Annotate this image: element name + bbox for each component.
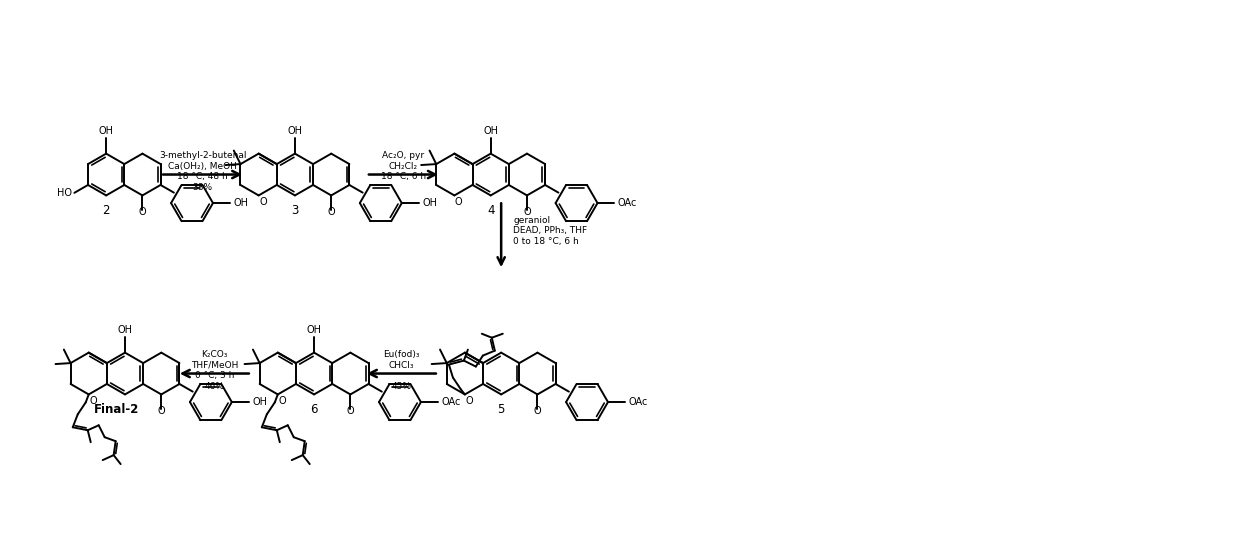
Text: O: O — [259, 197, 267, 207]
Text: HO: HO — [57, 188, 72, 198]
Text: OH: OH — [288, 126, 303, 136]
Text: 18 °C, 6 h: 18 °C, 6 h — [381, 172, 427, 181]
Text: Final-2: Final-2 — [94, 403, 140, 416]
Text: Eu(fod)₃: Eu(fod)₃ — [383, 350, 419, 359]
Text: 38%: 38% — [192, 183, 213, 192]
Text: 45%: 45% — [392, 382, 412, 391]
Text: 3-methyl-2-butenal: 3-methyl-2-butenal — [159, 151, 247, 160]
Text: OH: OH — [306, 325, 321, 335]
Text: OAc: OAc — [618, 198, 637, 208]
Text: OH: OH — [99, 126, 114, 136]
Text: OH: OH — [252, 397, 267, 407]
Text: THF/MeOH: THF/MeOH — [191, 361, 238, 369]
Text: Ac₂O, pyr: Ac₂O, pyr — [382, 151, 424, 160]
Text: O: O — [278, 396, 286, 406]
Text: OAc: OAc — [629, 397, 647, 407]
Text: O: O — [533, 406, 542, 416]
Text: 18 °C, 48 h: 18 °C, 48 h — [177, 172, 228, 181]
Text: 6: 6 — [310, 403, 317, 416]
Text: CH₂Cl₂: CH₂Cl₂ — [389, 162, 418, 170]
Text: O: O — [346, 406, 355, 416]
Text: OAc: OAc — [441, 397, 460, 407]
Text: O: O — [157, 406, 165, 416]
Text: 4: 4 — [487, 204, 495, 217]
Text: CHCl₃: CHCl₃ — [388, 361, 414, 369]
Text: O: O — [327, 207, 335, 217]
Text: K₂CO₃: K₂CO₃ — [201, 350, 227, 359]
Text: DEAD, PPh₃, THF: DEAD, PPh₃, THF — [513, 226, 588, 235]
Text: 46%: 46% — [205, 382, 224, 391]
Text: 0 °C, 3 h: 0 °C, 3 h — [195, 371, 234, 380]
Text: O: O — [139, 207, 146, 217]
Text: O: O — [455, 197, 463, 207]
Text: O: O — [89, 396, 97, 406]
Text: O: O — [465, 396, 472, 406]
Text: OH: OH — [422, 198, 436, 208]
Text: Ca(OH₂), MeOH: Ca(OH₂), MeOH — [169, 162, 237, 170]
Text: O: O — [523, 207, 531, 217]
Text: OH: OH — [118, 325, 133, 335]
Text: 3: 3 — [291, 204, 299, 217]
Text: geraniol: geraniol — [513, 216, 551, 225]
Text: OH: OH — [233, 198, 248, 208]
Text: 5: 5 — [497, 403, 505, 416]
Text: OH: OH — [484, 126, 498, 136]
Text: 0 to 18 °C, 6 h: 0 to 18 °C, 6 h — [513, 236, 579, 246]
Text: 2: 2 — [103, 204, 110, 217]
